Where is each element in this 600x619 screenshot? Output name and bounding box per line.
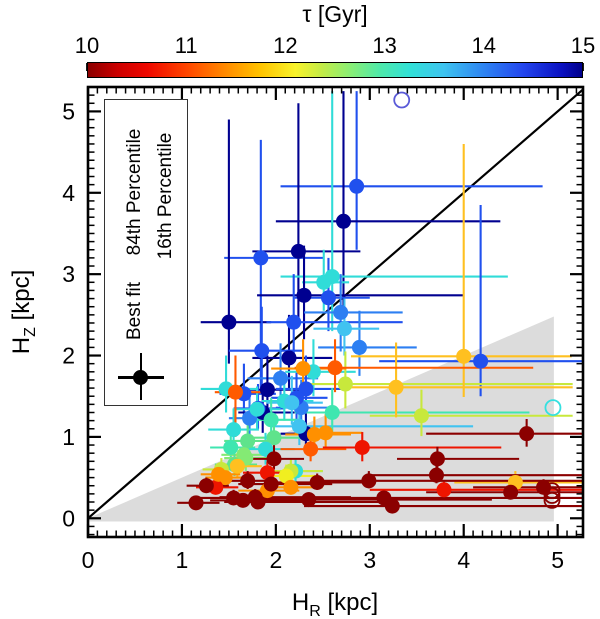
open-data-point xyxy=(543,482,561,500)
data-point xyxy=(286,314,302,330)
data-point xyxy=(249,401,265,417)
data-point xyxy=(290,243,306,259)
data-point xyxy=(296,287,312,303)
data-point xyxy=(473,353,489,369)
colorbar-tick-label: 13 xyxy=(372,33,397,58)
data-point xyxy=(295,361,311,377)
data-point xyxy=(336,321,352,337)
data-point xyxy=(266,430,282,446)
y-tick-label: 5 xyxy=(62,98,75,124)
colorbar-tick-labels: 10 11 12 13 14 15 xyxy=(0,33,600,59)
colorbar-tick-label: 14 xyxy=(471,33,497,58)
data-point xyxy=(273,370,289,386)
data-point xyxy=(291,418,307,434)
data-point xyxy=(235,492,251,508)
data-point xyxy=(436,482,452,498)
data-point xyxy=(519,426,535,442)
data-point xyxy=(456,348,472,364)
legend-symbol-best-fit xyxy=(105,100,189,407)
data-point xyxy=(254,343,270,359)
x-tick-label: 4 xyxy=(457,547,470,573)
colorbar-tick-label: 11 xyxy=(174,33,198,58)
data-point xyxy=(309,474,325,490)
data-point xyxy=(259,465,275,481)
legend-box: Best fit 84th Percentile 16th Percentile xyxy=(104,99,188,406)
data-point xyxy=(263,476,279,492)
x-tick-label: 1 xyxy=(176,547,189,573)
data-point xyxy=(337,376,353,392)
data-point xyxy=(223,439,239,455)
open-data-point xyxy=(544,399,562,417)
data-point xyxy=(283,479,299,495)
data-point xyxy=(335,213,351,229)
axis-box xyxy=(86,85,585,539)
data-point xyxy=(349,178,365,194)
data-point xyxy=(354,439,370,455)
legend-best-fit-dot xyxy=(133,370,148,385)
plot-area xyxy=(88,87,583,522)
x-tick-label: 2 xyxy=(269,547,282,573)
data-point xyxy=(324,404,340,420)
data-point xyxy=(240,433,256,449)
x-tick-label: 0 xyxy=(82,547,95,573)
data-point xyxy=(211,466,227,482)
data-point xyxy=(188,495,204,511)
data-point xyxy=(253,250,269,266)
data-point xyxy=(429,451,445,467)
data-point xyxy=(250,494,266,510)
x-axis-title: HR [kpc] xyxy=(291,589,379,619)
open-data-point xyxy=(543,487,561,504)
data-point xyxy=(320,290,336,306)
y-tick-label: 1 xyxy=(62,424,75,450)
y-tick-label: 0 xyxy=(62,505,75,531)
x-tick-label: 5 xyxy=(551,547,564,573)
data-point xyxy=(413,408,429,424)
data-point xyxy=(259,382,275,398)
data-point xyxy=(298,381,314,397)
open-data-point xyxy=(543,491,561,509)
data-point xyxy=(316,274,332,290)
colorbar-tick-label: 10 xyxy=(74,33,100,58)
data-point xyxy=(284,395,300,411)
data-point xyxy=(198,478,214,494)
data-point xyxy=(281,350,297,366)
data-point xyxy=(306,426,322,442)
y-tick-label: 4 xyxy=(62,180,75,206)
data-point xyxy=(318,425,334,441)
y-tick-label: 3 xyxy=(62,261,75,287)
data-point xyxy=(388,379,404,395)
y-axis-title: HZ [kpc] xyxy=(8,269,39,355)
data-point xyxy=(333,304,349,320)
y-tick-label: 2 xyxy=(62,343,75,369)
data-point xyxy=(226,422,242,438)
data-point xyxy=(361,473,377,489)
data-point xyxy=(503,484,519,500)
data-point xyxy=(227,384,243,400)
data-point xyxy=(221,314,237,330)
data-point xyxy=(428,467,444,483)
colorbar-title: τ [Gyr] xyxy=(302,1,368,27)
colorbar-tick-label: 12 xyxy=(273,33,298,58)
data-point xyxy=(240,473,256,489)
data-point xyxy=(258,441,274,457)
open-data-point xyxy=(393,91,411,109)
data-point xyxy=(229,458,245,474)
data-point xyxy=(327,360,343,376)
data-point xyxy=(303,441,319,457)
data-point xyxy=(536,479,552,495)
data-point xyxy=(384,498,400,514)
data-point xyxy=(301,492,317,508)
data-point xyxy=(266,451,282,467)
data-point xyxy=(263,412,279,428)
data-point xyxy=(278,468,294,484)
colorbar-tick-label: 15 xyxy=(570,33,596,58)
x-tick-label: 3 xyxy=(363,547,376,573)
data-point xyxy=(351,339,367,355)
colorbar-gradient xyxy=(87,62,583,78)
